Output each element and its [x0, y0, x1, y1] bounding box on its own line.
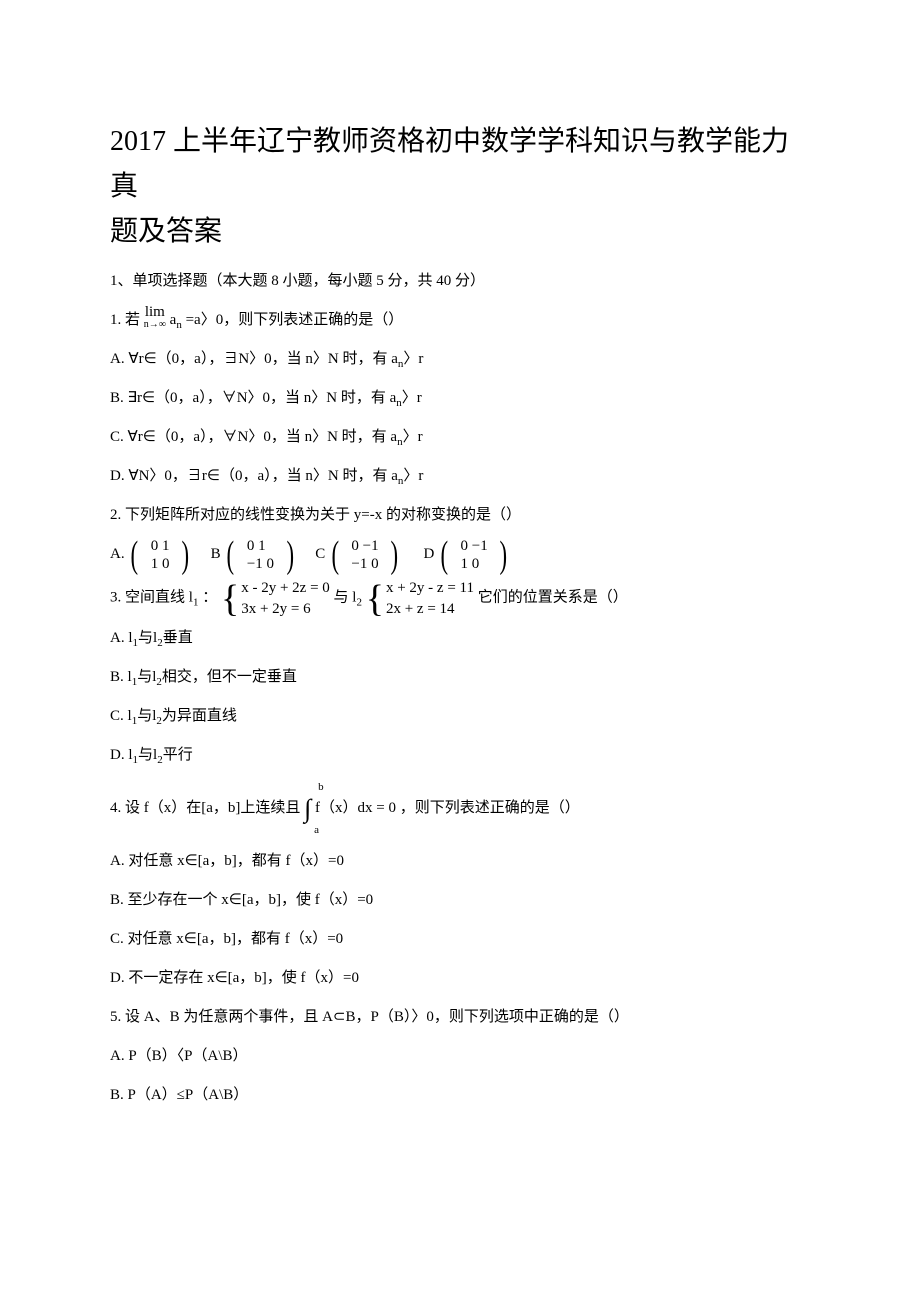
brace-icon: {	[221, 580, 239, 618]
q1-b-pre: B. ∃r∈（0，a），∀N〉0，当 n〉N 时，有 a	[110, 390, 396, 406]
q3-pre: 3. 空间直线	[110, 590, 185, 606]
q3-d-pre: D.	[110, 747, 128, 763]
q3-opt-a: A. l1与l2垂直	[110, 619, 810, 658]
q3-mid: 与	[334, 590, 349, 606]
q1-an-sub: n	[176, 319, 182, 331]
q2-matrix-b: 0 1 −1 0	[243, 537, 278, 573]
q2-stem: 2. 下列矩阵所对应的线性变换为关于 y=-x 的对称变换的是（）	[110, 496, 810, 535]
integral-icon: ∫ b a	[304, 775, 311, 843]
matrix-row: −1 0	[243, 555, 278, 573]
q3-d-mid: 与	[138, 747, 153, 763]
section-1-header: 1、单项选择题（本大题 8 小题，每小题 5 分，共 40 分）	[110, 262, 810, 301]
q2-label-b: B	[211, 546, 221, 562]
matrix-row: 0 1	[147, 537, 174, 555]
q3-l2-sub: 2	[356, 597, 362, 609]
q3-post: 它们的位置关系是（）	[478, 590, 628, 606]
q1-opt-c: C. ∀r∈（0，a），∀N〉0，当 n〉N 时，有 an〉r	[110, 418, 810, 457]
q1-stem-post: =a〉0，则下列表述正确的是（）	[186, 312, 404, 328]
q3-d-post: 平行	[163, 747, 193, 763]
q3-c-pre: C.	[110, 708, 128, 724]
q3-a-pre: A.	[110, 630, 128, 646]
title-line-2: 题及答案	[110, 210, 810, 255]
q2-options: A. ( 0 1 1 0 ) B ( 0 1 −1 0 ) C ( 0 −1 −…	[110, 535, 810, 574]
q3-a-mid: 与	[138, 630, 153, 646]
q3-opt-c: C. l1与l2为异面直线	[110, 697, 810, 736]
eq-row: x + 2y - z = 11	[386, 578, 474, 598]
q4-stem: 4. 设 f（x）在[a，b]上连续且 ∫ b a f（x）dx = 0 ，则下…	[110, 775, 810, 843]
eq-row: 2x + z = 14	[386, 599, 474, 619]
q4-opt-c: C. 对任意 x∈[a，b]，都有 f（x）=0	[110, 920, 810, 959]
q5-opt-a: A. P（B）〈P（A\B）	[110, 1037, 810, 1076]
q1-opt-b: B. ∃r∈（0，a），∀N〉0，当 n〉N 时，有 an〉r	[110, 379, 810, 418]
eq-row: 3x + 2y = 6	[241, 599, 330, 619]
q3-stem: 3. 空间直线 l1 ： { x - 2y + 2z = 0 3x + 2y =…	[110, 578, 810, 619]
q4-opt-d: D. 不一定存在 x∈[a，b]，使 f（x）=0	[110, 959, 810, 998]
q3-b-mid: 与	[137, 669, 152, 685]
paren-right-icon: )	[500, 536, 508, 574]
q1-b-post: 〉r	[402, 390, 422, 406]
q4-post: ，则下列表述正确的是（）	[400, 800, 580, 816]
q3-a-post: 垂直	[163, 630, 193, 646]
matrix-row: 1 0	[457, 555, 492, 573]
title-line-1: 2017 上半年辽宁教师资格初中数学学科知识与教学能力真	[110, 120, 810, 210]
matrix-row: 0 1	[243, 537, 278, 555]
paren-left-icon: (	[332, 536, 340, 574]
lim-bot: n→∞	[144, 320, 166, 330]
q3-l1-sub: 1	[193, 597, 199, 609]
paren-right-icon: )	[182, 536, 190, 574]
q1-stem-pre: 1. 若	[110, 312, 140, 328]
q3-c-post: 为异面直线	[162, 708, 237, 724]
q4-pre: 4. 设 f（x）在[a，b]上连续且	[110, 800, 300, 816]
int-upper: b	[318, 773, 324, 802]
q5-stem: 5. 设 A、B 为任意两个事件，且 A⊂B，P（B）〉0，则下列选项中正确的是…	[110, 998, 810, 1037]
matrix-row: 1 0	[147, 555, 174, 573]
q1-opt-d: D. ∀N〉0，∃r∈（0，a），当 n〉N 时，有 an〉r	[110, 457, 810, 496]
q3-colon1: ：	[202, 590, 217, 606]
q1-d-pre: D. ∀N〉0，∃r∈（0，a），当 n〉N 时，有 a	[110, 468, 398, 484]
lim-top: lim	[144, 305, 166, 320]
q3-system-1: { x - 2y + 2z = 0 3x + 2y = 6	[221, 578, 330, 619]
q3-c-mid: 与	[137, 708, 152, 724]
paren-right-icon: )	[391, 536, 399, 574]
q5-opt-b: B. P（A）≤P（A\B）	[110, 1076, 810, 1115]
q4-opt-b: B. 至少存在一个 x∈[a，b]，使 f（x）=0	[110, 881, 810, 920]
q2-label-d: D	[424, 546, 435, 562]
eq-row: x - 2y + 2z = 0	[241, 578, 330, 598]
paren-right-icon: )	[286, 536, 294, 574]
page: 2017 上半年辽宁教师资格初中数学学科知识与教学能力真 题及答案 1、单项选择…	[0, 0, 920, 1302]
q3-b-pre: B.	[110, 669, 128, 685]
q3-b-post: 相交，但不一定垂直	[162, 669, 297, 685]
matrix-row: 0 −1	[347, 537, 382, 555]
q2-matrix-a: 0 1 1 0	[147, 537, 174, 573]
paren-left-icon: (	[131, 536, 139, 574]
q1-c-post: 〉r	[403, 429, 423, 445]
int-sym: ∫	[304, 794, 311, 823]
q1-opt-a: A. ∀r∈（0，a），∃N〉0，当 n〉N 时，有 an〉r	[110, 340, 810, 379]
q3-opt-b: B. l1与l2相交，但不一定垂直	[110, 658, 810, 697]
q1-a-post: 〉r	[403, 351, 423, 367]
q2-label-a: A.	[110, 546, 125, 562]
q2-matrix-d: 0 −1 1 0	[457, 537, 492, 573]
q3-opt-d: D. l1与l2平行	[110, 736, 810, 775]
q1-a-pre: A. ∀r∈（0，a），∃N〉0，当 n〉N 时，有 a	[110, 351, 398, 367]
q2-label-c: C	[315, 546, 325, 562]
q3-system-2: { x + 2y - z = 11 2x + z = 14	[366, 578, 474, 619]
q2-matrix-c: 0 −1 −1 0	[347, 537, 382, 573]
limit-icon: lim n→∞	[144, 305, 166, 330]
int-lower: a	[314, 816, 319, 845]
q4-opt-a: A. 对任意 x∈[a，b]，都有 f（x）=0	[110, 842, 810, 881]
brace-icon: {	[366, 580, 384, 618]
paren-left-icon: (	[441, 536, 449, 574]
q1-stem: 1. 若 lim n→∞ an =a〉0，则下列表述正确的是（）	[110, 301, 810, 340]
paren-left-icon: (	[227, 536, 235, 574]
q1-d-post: 〉r	[403, 468, 423, 484]
matrix-row: 0 −1	[457, 537, 492, 555]
q1-c-pre: C. ∀r∈（0，a），∀N〉0，当 n〉N 时，有 a	[110, 429, 397, 445]
q4-mid: f（x）dx = 0	[315, 800, 396, 816]
matrix-row: −1 0	[347, 555, 382, 573]
